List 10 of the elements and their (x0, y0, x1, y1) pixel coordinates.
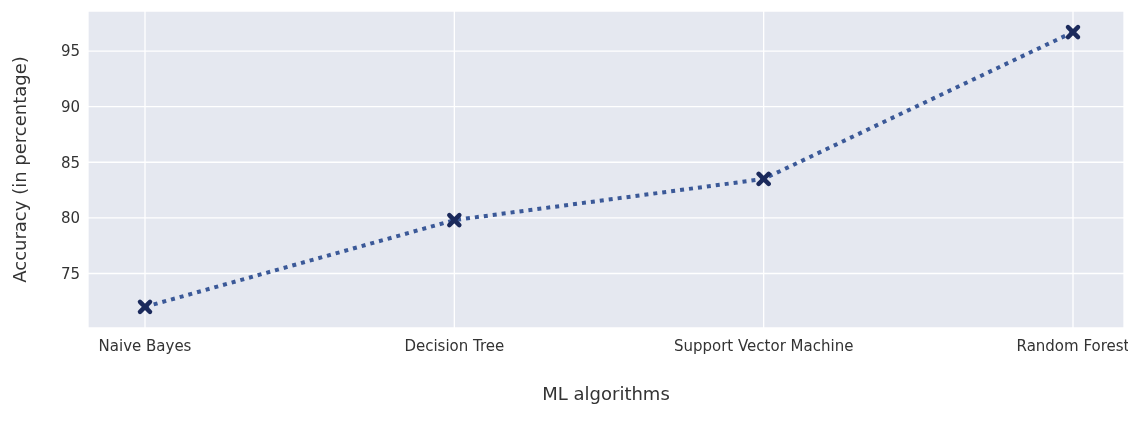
x-tick-label: Decision Tree (404, 336, 505, 355)
y-tick-label: 85 (60, 153, 80, 172)
x-tick-label: Naive Bayes (98, 336, 192, 355)
y-tick-label: 90 (60, 97, 80, 116)
y-tick-label: 95 (60, 42, 80, 61)
y-axis-title: Accuracy (in percentage) (9, 56, 31, 283)
x-tick-label: Support Vector Machine (673, 336, 854, 355)
x-axis-title: ML algorithms (542, 383, 670, 404)
y-tick-label: 80 (60, 209, 80, 228)
y-tick-label: 75 (60, 264, 80, 283)
